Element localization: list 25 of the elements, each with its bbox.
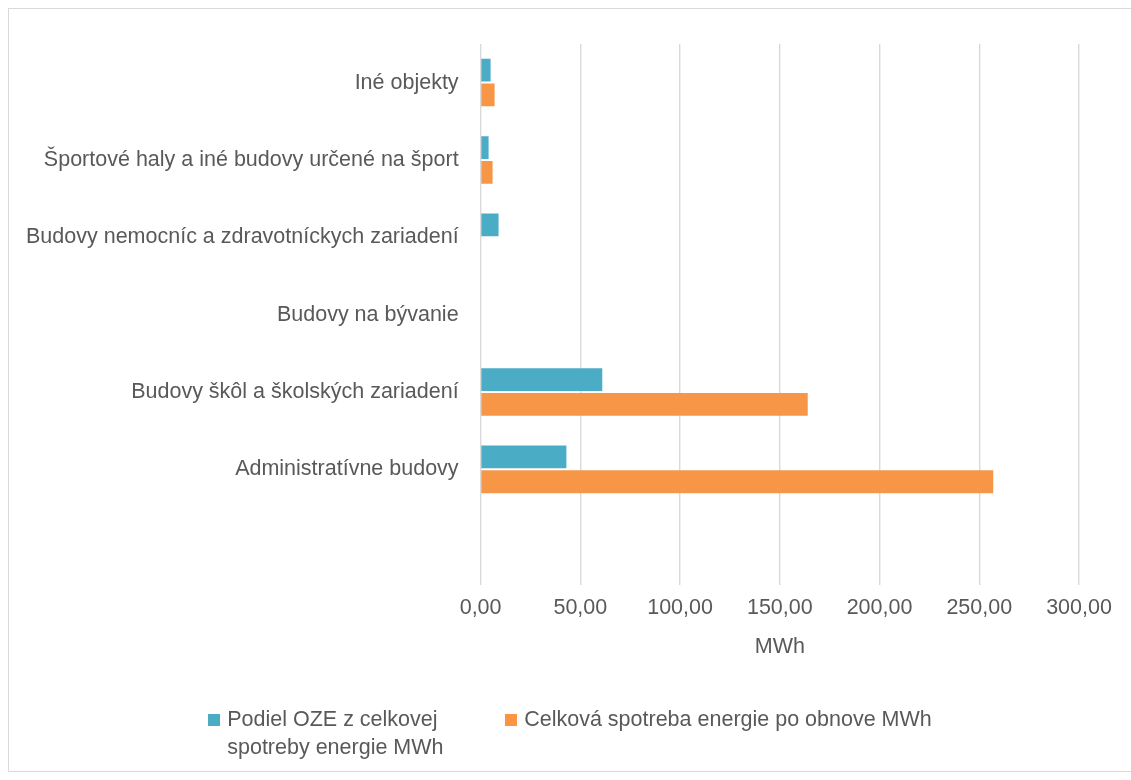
bar: [481, 213, 499, 237]
legend-label: Celková spotreba energie po obnove MWh: [524, 706, 932, 733]
y-tick-label: Budovy nemocníc a zdravotníckych zariadení: [25, 224, 459, 249]
x-tick-label: 200,00: [846, 595, 913, 620]
bar: [481, 136, 489, 159]
x-tick-label: 300,00: [1046, 595, 1112, 620]
bar: [481, 58, 491, 82]
x-tick-label: 100,00: [647, 595, 713, 620]
bar: [481, 83, 495, 107]
x-tick-label: 250,00: [946, 595, 1013, 620]
legend-label: Podiel OZE z celkovej spotreby energie MWh: [227, 706, 445, 761]
y-tick-label: Budovy na bývanie: [276, 301, 459, 326]
bar: [481, 160, 493, 184]
y-tick-label: Športové haly a iné budovy určené na šport: [43, 145, 459, 171]
y-tick-label: Budovy škôl a školských zariadení: [131, 378, 459, 403]
bar: [481, 470, 994, 494]
y-tick-label: Administratívne budovy: [235, 456, 459, 481]
bar: [481, 368, 603, 392]
x-tick-label: 0,00: [459, 595, 502, 620]
bar: [481, 393, 808, 416]
x-tick-label: 150,00: [746, 595, 813, 620]
x-axis-title: MWh: [754, 634, 805, 659]
y-tick-label: Iné objekty: [354, 69, 459, 94]
x-tick-label: 50,00: [553, 595, 608, 620]
bar: [481, 445, 567, 469]
